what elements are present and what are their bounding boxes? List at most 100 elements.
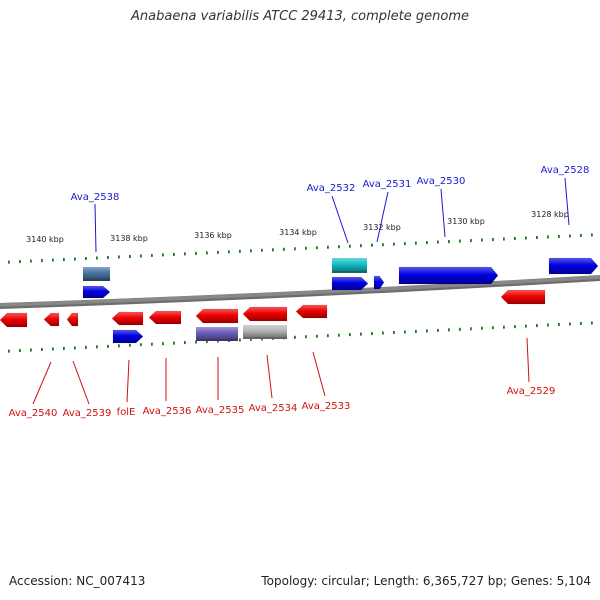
minor-tick bbox=[547, 323, 549, 327]
gene-label[interactable]: Ava_2528 bbox=[541, 165, 590, 176]
minor-tick bbox=[107, 344, 109, 348]
gene-Ava_2538[interactable] bbox=[82, 285, 111, 299]
minor-tick bbox=[393, 331, 395, 335]
gene-Ava_2535[interactable] bbox=[195, 308, 239, 324]
gene-forward-unlabeled[interactable] bbox=[112, 329, 144, 344]
minor-tick bbox=[558, 234, 560, 238]
label-leader-line bbox=[94, 203, 97, 253]
gene-label[interactable]: Ava_2529 bbox=[507, 386, 556, 397]
gene-Ava_2532[interactable] bbox=[331, 276, 369, 291]
accession-text: Accession: NC_007413 bbox=[9, 574, 146, 588]
label-leader-line bbox=[126, 359, 130, 403]
minor-tick bbox=[294, 247, 296, 251]
minor-tick bbox=[415, 241, 417, 245]
label-leader-line bbox=[331, 195, 349, 244]
gene-Ava_2529[interactable] bbox=[500, 289, 546, 305]
gene-label[interactable]: Ava_2532 bbox=[307, 183, 356, 194]
minor-tick bbox=[283, 247, 285, 251]
gene-label[interactable]: Ava_2538 bbox=[71, 192, 120, 203]
rna-feature-purple[interactable] bbox=[196, 327, 238, 339]
minor-tick bbox=[382, 243, 384, 247]
minor-tick bbox=[162, 253, 164, 257]
minor-tick bbox=[272, 248, 274, 252]
minor-tick bbox=[239, 249, 241, 253]
minor-tick bbox=[173, 252, 175, 256]
gene-folE[interactable] bbox=[111, 311, 144, 326]
minor-tick bbox=[503, 325, 505, 329]
minor-tick bbox=[228, 250, 230, 254]
gene-labels: Ava_2538 Ava_2532 Ava_2531 Ava_2530 Ava_2528… bbox=[9, 165, 590, 419]
gene-Ava_2531[interactable] bbox=[373, 275, 385, 290]
gene-label[interactable]: folE bbox=[117, 407, 136, 418]
gene-label[interactable]: Ava_2531 bbox=[363, 179, 412, 190]
minor-tick bbox=[569, 322, 571, 326]
minor-tick bbox=[426, 241, 428, 245]
scale-label: 3128 kbp bbox=[531, 210, 569, 219]
minor-tick bbox=[470, 239, 472, 243]
rna-feature-teal[interactable] bbox=[332, 258, 367, 271]
minor-tick bbox=[393, 242, 395, 246]
minor-tick bbox=[294, 335, 296, 339]
minor-tick bbox=[492, 326, 494, 330]
minor-tick bbox=[481, 326, 483, 330]
gene-label[interactable]: Ava_2534 bbox=[249, 403, 298, 414]
scale-ticks-top bbox=[8, 233, 593, 264]
gene-Ava_2539-a[interactable] bbox=[43, 312, 60, 327]
gene-label[interactable]: Ava_2533 bbox=[302, 401, 351, 412]
minor-tick bbox=[118, 344, 120, 348]
minor-tick bbox=[239, 338, 241, 342]
minor-tick bbox=[536, 324, 538, 328]
rna-feature-steelblue[interactable] bbox=[83, 267, 110, 279]
minor-tick bbox=[448, 240, 450, 244]
minor-tick bbox=[118, 255, 120, 259]
minor-tick bbox=[162, 342, 164, 346]
gene-Ava_2528[interactable] bbox=[548, 257, 599, 275]
scale-label: 3138 kbp bbox=[110, 234, 148, 243]
minor-tick bbox=[74, 346, 76, 350]
gene-label[interactable]: Ava_2536 bbox=[143, 406, 192, 417]
label-leader-line bbox=[32, 361, 52, 405]
minor-tick bbox=[305, 335, 307, 339]
minor-tick bbox=[305, 246, 307, 250]
gene-label[interactable]: Ava_2540 bbox=[9, 408, 58, 419]
minor-tick bbox=[547, 235, 549, 239]
minor-tick bbox=[525, 324, 527, 328]
minor-tick bbox=[184, 252, 186, 256]
gene-label[interactable]: Ava_2539 bbox=[63, 408, 112, 419]
minor-tick bbox=[327, 334, 329, 338]
minor-tick bbox=[459, 327, 461, 331]
minor-tick bbox=[63, 258, 65, 262]
minor-tick bbox=[415, 329, 417, 333]
minor-tick bbox=[250, 249, 252, 253]
label-leader-line bbox=[564, 177, 570, 226]
gene-Ava_2536[interactable] bbox=[148, 310, 182, 325]
minor-tick bbox=[30, 348, 32, 352]
minor-tick bbox=[151, 253, 153, 257]
minor-tick bbox=[19, 349, 21, 353]
scale-label: 3134 kbp bbox=[279, 228, 317, 237]
label-leader-line bbox=[266, 354, 273, 399]
minor-tick bbox=[360, 244, 362, 248]
minor-tick bbox=[140, 343, 142, 347]
gene-Ava_2539[interactable] bbox=[66, 312, 79, 327]
minor-tick bbox=[206, 251, 208, 255]
minor-tick bbox=[580, 321, 582, 325]
gene-Ava_2534[interactable] bbox=[242, 306, 288, 322]
minor-tick bbox=[129, 254, 131, 258]
minor-tick bbox=[338, 333, 340, 337]
genome-backbone bbox=[0, 275, 600, 309]
rna-feature-gray[interactable] bbox=[243, 325, 287, 337]
scale-label: 3132 kbp bbox=[363, 223, 401, 232]
gene-Ava_2533[interactable] bbox=[295, 304, 328, 319]
gene-label[interactable]: Ava_2535 bbox=[196, 405, 245, 416]
minor-tick bbox=[74, 257, 76, 261]
minor-tick bbox=[52, 347, 54, 351]
scale-label: 3136 kbp bbox=[194, 231, 232, 240]
minor-tick bbox=[184, 341, 186, 345]
gene-label[interactable]: Ava_2530 bbox=[417, 176, 466, 187]
gene-Ava_2540[interactable] bbox=[0, 312, 28, 328]
minor-tick bbox=[525, 236, 527, 240]
gene-Ava_2530[interactable] bbox=[398, 266, 499, 285]
minor-tick bbox=[492, 238, 494, 242]
